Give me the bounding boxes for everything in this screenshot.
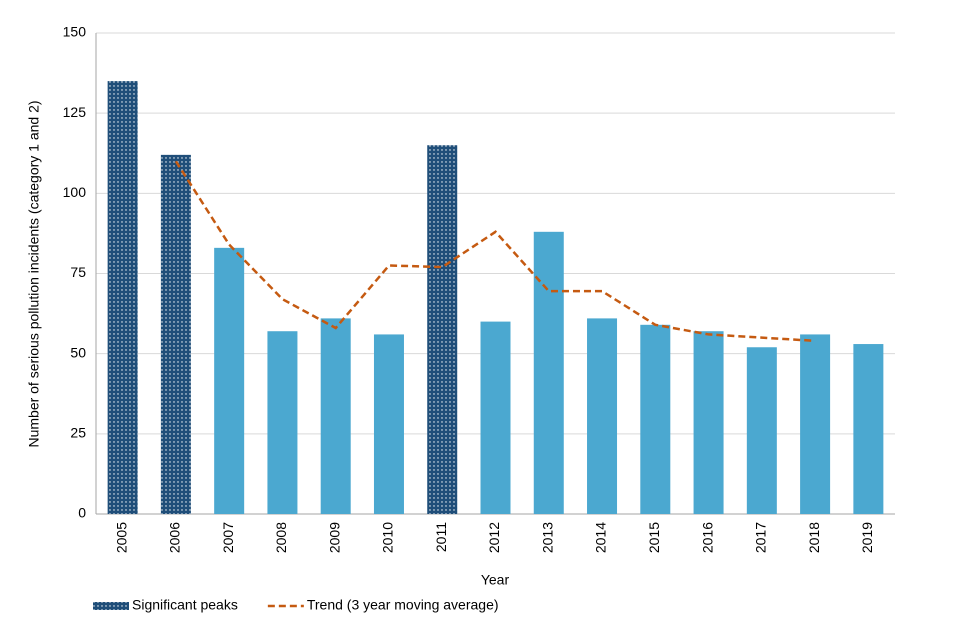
bar	[427, 145, 458, 514]
x-tick-label: 2010	[380, 522, 396, 553]
y-tick-label: 50	[70, 344, 86, 360]
x-tick-label: 2008	[273, 522, 289, 553]
bar	[587, 318, 618, 514]
bar	[214, 247, 245, 514]
legend-label: Trend (3 year moving average)	[307, 597, 499, 613]
bar	[107, 81, 138, 514]
bar	[746, 347, 777, 514]
bar	[160, 154, 191, 514]
bar	[480, 321, 511, 514]
bar	[373, 334, 404, 514]
x-tick-label: 2017	[753, 522, 769, 553]
x-tick-label: 2005	[113, 522, 129, 553]
bar	[800, 334, 831, 514]
x-tick-label: 2018	[806, 522, 822, 553]
x-axis-title: Year	[481, 572, 510, 588]
x-tick-label: 2015	[646, 522, 662, 553]
x-tick-label: 2012	[486, 522, 502, 553]
x-tick-label: 2019	[859, 522, 875, 553]
legend-swatch	[93, 602, 129, 610]
trend-line	[174, 160, 816, 343]
x-tick-label: 2006	[167, 522, 183, 553]
x-tick-label: 2016	[699, 522, 715, 553]
x-tick-label: 2009	[326, 522, 342, 553]
bar	[533, 231, 564, 514]
bar	[693, 331, 724, 514]
y-tick-label: 125	[63, 104, 87, 120]
legend-label: Significant peaks	[132, 597, 238, 613]
x-tick-label: 2007	[220, 522, 236, 553]
x-tick-label: 2011	[433, 522, 449, 552]
x-tick-label: 2014	[593, 522, 609, 553]
bar	[853, 344, 884, 514]
y-tick-label: 150	[63, 24, 87, 40]
bar	[640, 324, 671, 514]
y-tick-label: 100	[63, 184, 87, 200]
y-tick-label: 75	[70, 264, 86, 280]
y-tick-label: 0	[78, 505, 86, 521]
bar	[320, 318, 351, 514]
y-axis-title: Number of serious pollution incidents (c…	[26, 100, 42, 447]
x-tick-label: 2013	[539, 522, 555, 553]
y-tick-label: 25	[70, 425, 86, 441]
bar	[267, 331, 298, 514]
